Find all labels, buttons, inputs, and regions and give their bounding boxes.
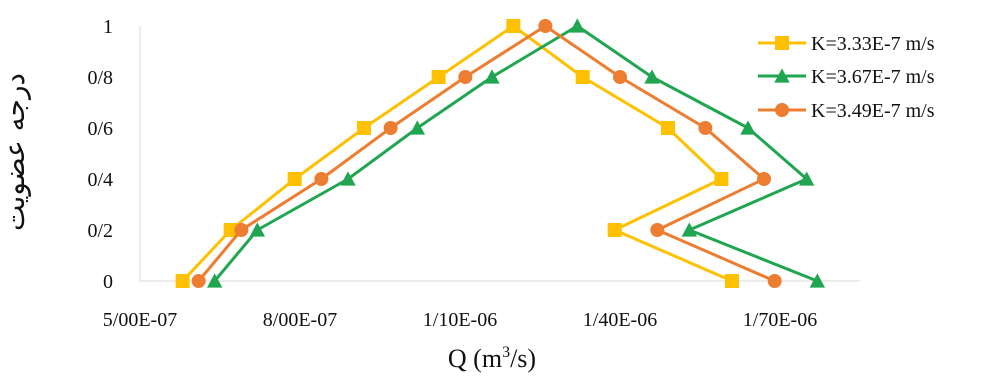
data-point-triangle bbox=[409, 120, 426, 135]
data-point-triangle bbox=[798, 171, 815, 186]
data-point-circle bbox=[775, 103, 789, 117]
data-point-square bbox=[223, 223, 238, 237]
data-point-circle bbox=[538, 19, 553, 33]
data-point-triangle bbox=[340, 171, 356, 186]
x-tick-label: 1/40E-06 bbox=[583, 309, 657, 331]
legend: K=3.33E-7 m/s K=3.67E-7 m/s K=3.49E-7 m/s bbox=[758, 33, 935, 122]
data-point-square bbox=[431, 70, 446, 84]
x-axis-title: Q (m3/s) bbox=[448, 344, 536, 373]
data-point-square bbox=[661, 121, 675, 135]
data-point-triangle bbox=[681, 222, 698, 237]
data-point-triangle bbox=[740, 120, 756, 135]
series-2 bbox=[206, 18, 826, 288]
data-point-square bbox=[175, 274, 190, 288]
series-line bbox=[197, 24, 776, 283]
data-point-square bbox=[775, 36, 789, 50]
legend-label: K=3.67E-7 m/s bbox=[811, 66, 935, 88]
data-point-circle bbox=[383, 121, 398, 135]
legend-item-2: K=3.67E-7 m/s bbox=[758, 66, 935, 88]
x-tick-label: 1/70E-06 bbox=[743, 309, 817, 331]
data-point-square bbox=[725, 274, 739, 288]
data-point-circle bbox=[757, 172, 771, 186]
y-tick-label: 0/2 bbox=[87, 220, 113, 242]
data-point-circle bbox=[458, 70, 473, 84]
series-1 bbox=[175, 19, 739, 288]
data-point-square bbox=[357, 121, 371, 135]
data-point-triangle bbox=[774, 68, 790, 83]
chart-frame bbox=[139, 26, 860, 282]
data-point-square bbox=[287, 172, 302, 186]
y-tick-label: 0/4 bbox=[87, 169, 113, 191]
data-point-circle bbox=[191, 274, 206, 288]
series-line bbox=[213, 24, 818, 283]
series-layer bbox=[175, 18, 826, 288]
data-point-square bbox=[506, 19, 521, 33]
x-axis-title-base: Q (m bbox=[448, 344, 502, 373]
x-axis-title-superscript: 3 bbox=[502, 344, 510, 361]
data-point-circle bbox=[698, 121, 713, 135]
data-point-circle bbox=[234, 223, 249, 237]
data-point-circle bbox=[767, 274, 782, 288]
x-tick-label: 8/00E-07 bbox=[263, 309, 337, 331]
data-point-triangle bbox=[206, 273, 223, 288]
legend-item-3: K=3.49E-7 m/s bbox=[758, 100, 935, 122]
data-point-circle bbox=[314, 172, 329, 186]
data-point-triangle bbox=[569, 18, 586, 33]
data-point-triangle bbox=[809, 273, 826, 288]
legend-label: K=3.49E-7 m/s bbox=[811, 100, 935, 122]
series-3 bbox=[191, 19, 782, 288]
data-point-square bbox=[714, 172, 729, 186]
y-axis-title: درجه عضویت bbox=[0, 73, 31, 231]
data-point-circle bbox=[650, 223, 665, 237]
legend-item-1: K=3.33E-7 m/s bbox=[758, 33, 935, 55]
data-point-square bbox=[607, 223, 622, 237]
x-tick-label: 1/10E-06 bbox=[423, 309, 497, 331]
y-tick-label: 0/6 bbox=[87, 118, 113, 140]
x-axis-title-tail: /s) bbox=[510, 344, 536, 373]
data-point-triangle bbox=[484, 69, 500, 84]
data-point-square bbox=[575, 70, 590, 84]
data-point-circle bbox=[613, 70, 627, 84]
legend-label: K=3.33E-7 m/s bbox=[811, 33, 935, 55]
data-point-triangle bbox=[249, 222, 266, 237]
data-point-triangle bbox=[644, 69, 660, 84]
y-tick-label: 0 bbox=[103, 271, 113, 293]
series-line bbox=[181, 24, 733, 283]
y-tick-label: 0/8 bbox=[87, 67, 113, 89]
y-tick-label: 1 bbox=[103, 16, 113, 38]
y-axis-ticks: 0 0/2 0/4 0/6 0/8 1 bbox=[87, 16, 113, 293]
x-axis-ticks: 5/00E-07 8/00E-07 1/10E-06 1/40E-06 1/70E-06 bbox=[103, 309, 817, 331]
x-tick-label: 5/00E-07 bbox=[103, 309, 177, 331]
